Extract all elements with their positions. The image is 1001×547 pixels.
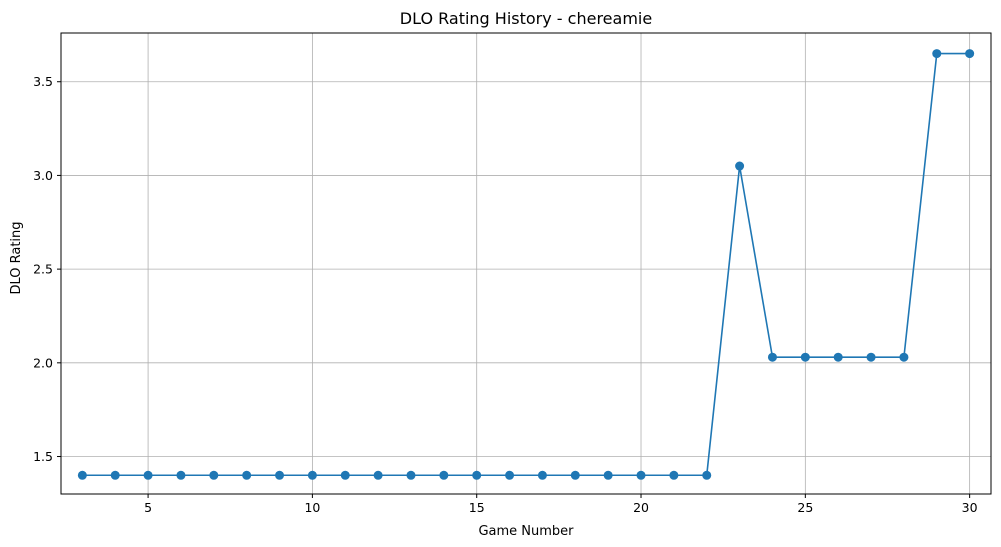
data-point-marker — [702, 470, 712, 480]
y-tick-label: 3.5 — [33, 74, 53, 89]
x-axis-label: Game Number — [478, 524, 574, 539]
data-point-marker — [406, 470, 416, 480]
data-point-marker — [833, 352, 843, 362]
data-point-marker — [472, 470, 482, 480]
x-tick-label: 15 — [469, 500, 485, 515]
data-point-marker — [143, 470, 153, 480]
grid-lines — [61, 33, 991, 494]
series-layer — [77, 49, 975, 480]
data-point-marker — [669, 470, 679, 480]
rating-series-line — [82, 52, 970, 477]
data-point-marker — [570, 470, 580, 480]
data-point-marker — [242, 470, 252, 480]
data-point-marker — [735, 161, 745, 171]
data-point-marker — [439, 470, 449, 480]
x-tick-label: 10 — [304, 500, 320, 515]
data-point-marker — [110, 470, 120, 480]
axis-ticks: 5 10 15 20 25 30 1.5 2.0 2.5 3.0 3.5 — [33, 74, 978, 515]
y-tick-label: 1.5 — [33, 449, 53, 464]
x-tick-label: 20 — [633, 500, 649, 515]
data-point-marker — [603, 470, 613, 480]
data-point-marker — [505, 470, 515, 480]
data-point-marker — [767, 352, 777, 362]
x-tick-label: 25 — [797, 500, 813, 515]
data-point-marker — [307, 470, 317, 480]
data-point-marker — [373, 470, 383, 480]
data-point-marker — [636, 470, 646, 480]
y-tick-label: 3.0 — [33, 168, 53, 183]
plot-area-frame — [60, 32, 992, 495]
data-point-marker — [209, 470, 219, 480]
x-tick-label: 30 — [962, 500, 978, 515]
data-point-marker — [275, 470, 285, 480]
data-point-marker — [932, 49, 942, 59]
data-point-marker — [965, 49, 975, 59]
data-point-marker — [800, 352, 810, 362]
data-point-marker — [340, 470, 350, 480]
data-point-marker — [176, 470, 186, 480]
y-axis-label: DLO Rating — [9, 221, 24, 294]
y-tick-label: 2.5 — [33, 262, 53, 277]
chart-title: DLO Rating History - chereamie — [400, 9, 652, 28]
x-tick-label: 5 — [144, 500, 152, 515]
data-point-marker — [537, 470, 547, 480]
data-point-marker — [866, 352, 876, 362]
data-point-marker — [899, 352, 909, 362]
data-point-marker — [77, 470, 87, 480]
y-tick-label: 2.0 — [33, 355, 53, 370]
